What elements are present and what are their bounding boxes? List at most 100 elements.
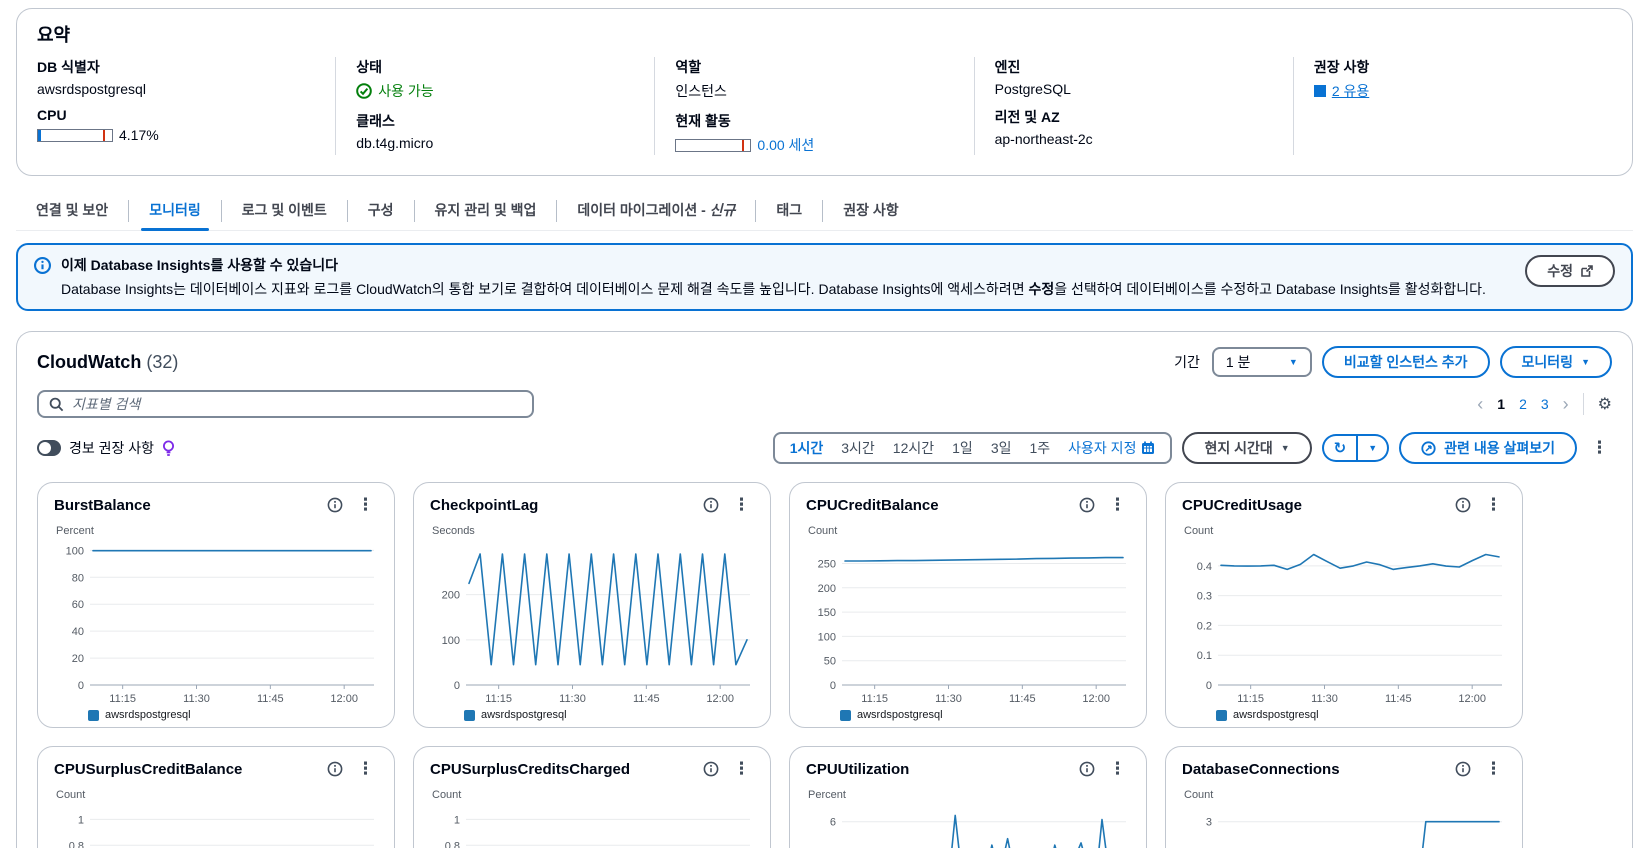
info-icon[interactable] <box>327 761 343 777</box>
pagination-page[interactable]: 1 <box>1497 396 1506 412</box>
tab-권장-사항[interactable]: 권장 사항 <box>823 192 918 230</box>
time-range-3일[interactable]: 3일 <box>990 440 1012 456</box>
field-label: DB 식별자 <box>37 59 100 75</box>
tab-label: 권장 사항 <box>843 202 899 218</box>
info-icon[interactable] <box>703 761 719 777</box>
info-icon[interactable] <box>703 497 719 513</box>
metric-chart-card: CPUCreditUsage ⋮ Count 0.4 0.3 0.2 0.1 0 11:1… <box>1165 482 1523 728</box>
chart-unit-label: Count <box>1184 789 1214 801</box>
cloudwatch-title-text: CloudWatch <box>37 351 142 372</box>
kebab-menu-icon[interactable]: ⋮ <box>357 759 374 778</box>
chart-plot[interactable]: 200 100 0 11:15 11:30 11:45 12:00 <box>430 539 754 707</box>
refresh-options-button[interactable]: ▼ <box>1357 434 1390 462</box>
time-range-1시간[interactable]: 1시간 <box>789 440 824 456</box>
svg-text:50: 50 <box>824 656 836 668</box>
alarm-recommendation-toggle[interactable] <box>37 440 61 456</box>
tab-separator <box>413 200 415 222</box>
pagination-next-icon[interactable]: › <box>1562 394 1569 414</box>
tab-연결-및-보안[interactable]: 연결 및 보안 <box>16 192 128 230</box>
kebab-menu-icon[interactable]: ⋮ <box>1109 759 1126 778</box>
summary-column: 상태 사용 가능 클래스 db.t4g.micro <box>335 57 654 155</box>
tab-유지-관리-및-백업[interactable]: 유지 관리 및 백업 <box>415 192 557 230</box>
chart-legend[interactable]: awsrdspostgresql <box>464 709 754 721</box>
chevron-down-icon: ▼ <box>1368 443 1378 453</box>
pagination-page[interactable]: 3 <box>1540 396 1549 412</box>
chart-legend[interactable]: awsrdspostgresql <box>840 709 1130 721</box>
cloudwatch-count: (32) <box>146 351 179 372</box>
metric-search-box[interactable] <box>37 390 534 418</box>
field-value: ap-northeast-2c <box>994 131 1093 147</box>
svg-text:0.3: 0.3 <box>1197 591 1212 603</box>
timezone-dropdown-button[interactable]: 현지 시간대 ▼ <box>1182 432 1312 464</box>
gear-icon[interactable]: ⚙ <box>1597 396 1612 413</box>
kebab-menu-icon[interactable]: ⋮ <box>1109 495 1126 514</box>
legend-swatch <box>88 709 99 721</box>
chart-actions: ⋮ <box>703 495 754 515</box>
tab-label: 로그 및 이벤트 <box>241 202 327 218</box>
time-range-1일[interactable]: 1일 <box>952 440 973 456</box>
pagination-page[interactable]: 2 <box>1519 396 1527 412</box>
info-icon[interactable] <box>1079 761 1095 777</box>
kebab-menu-icon[interactable]: ⋮ <box>1485 495 1502 514</box>
tab-태그[interactable]: 태그 <box>756 192 822 230</box>
svg-text:100: 100 <box>818 631 836 643</box>
tab-데이터-마이그레이션--[interactable]: 데이터 마이그레이션 - 신규 <box>557 192 755 230</box>
legend-swatch <box>840 709 851 721</box>
time-range-custom[interactable]: 사용자 지정 <box>1059 436 1164 460</box>
info-icon[interactable] <box>1455 761 1471 777</box>
monitoring-dropdown-button[interactable]: 모니터링 ▼ <box>1499 346 1612 378</box>
chart-plot[interactable]: 0.4 0.3 0.2 0.1 0 11:15 11:30 11:45 12:00 <box>1182 539 1506 707</box>
modify-button[interactable]: 수정 <box>1525 255 1615 287</box>
more-actions-icon[interactable]: ⋮ <box>1591 438 1608 457</box>
kebab-menu-icon[interactable]: ⋮ <box>733 759 750 778</box>
explore-related-button[interactable]: 관련 내용 살펴보기 <box>1399 432 1577 464</box>
field-label: CPU <box>37 107 67 123</box>
chart-title: CheckpointLag <box>430 496 539 514</box>
chart-legend[interactable]: awsrdspostgresql <box>1216 709 1506 721</box>
info-icon[interactable] <box>1455 497 1471 513</box>
chart-unit-label: Count <box>432 789 462 801</box>
add-compare-instance-button[interactable]: 비교할 인스턴스 추가 <box>1321 346 1490 378</box>
chart-plot[interactable]: 100 80 60 40 20 0 11:15 11:30 11:45 12:00 <box>54 539 378 707</box>
svg-text:60: 60 <box>72 599 84 611</box>
info-icon[interactable] <box>327 497 343 513</box>
time-range-12시간[interactable]: 12시간 <box>892 440 935 456</box>
time-range-3시간[interactable]: 3시간 <box>841 440 875 456</box>
chart-title: CPUCreditUsage <box>1182 496 1303 514</box>
period-select[interactable]: 1 분 ▼ <box>1211 347 1312 377</box>
kebab-menu-icon[interactable]: ⋮ <box>733 495 750 514</box>
time-range-1주[interactable]: 1주 <box>1029 440 1051 456</box>
info-icon[interactable] <box>1079 497 1095 513</box>
calendar-icon <box>1142 441 1155 454</box>
monitoring-dropdown-label: 모니터링 <box>1521 354 1574 370</box>
summary-column: 권장 사항 2 유용 <box>1292 57 1612 155</box>
tab-모니터링[interactable]: 모니터링 <box>129 192 221 231</box>
refresh-button[interactable]: ↻ <box>1321 434 1358 462</box>
tab-로그-및-이벤트[interactable]: 로그 및 이벤트 <box>222 192 347 230</box>
svg-text:150: 150 <box>818 607 836 619</box>
kebab-menu-icon[interactable]: ⋮ <box>1485 759 1502 778</box>
gauge-bar <box>675 138 752 152</box>
chart-legend[interactable]: awsrdspostgresql <box>88 709 378 721</box>
chart-plot[interactable]: 250 200 150 100 50 0 11:15 11:30 11:45 12:00 <box>806 539 1130 707</box>
svg-text:11:30: 11:30 <box>935 693 962 705</box>
tab-구성[interactable]: 구성 <box>348 192 414 230</box>
chart-actions: ⋮ <box>703 759 754 779</box>
gauge-value[interactable]: 0.00 세션 <box>757 137 815 153</box>
field-label: 역할 <box>675 59 702 75</box>
svg-text:80: 80 <box>72 572 84 584</box>
summary-column: 엔진 PostgreSQL 리전 및 AZ ap-northeast-2c <box>973 57 1293 155</box>
kebab-menu-icon[interactable]: ⋮ <box>357 495 374 514</box>
tab-separator <box>556 200 558 222</box>
pagination-prev-icon[interactable]: ‹ <box>1477 394 1484 414</box>
chart-unit-label: Percent <box>808 789 846 801</box>
summary-field: 클래스 db.t4g.micro <box>356 111 646 151</box>
summary-field: DB 식별자 awsrdspostgresql <box>37 57 327 97</box>
metric-chart-card: BurstBalance ⋮ Percent 100 80 60 40 20 0 11:15… <box>37 482 395 728</box>
recommendation-link[interactable]: 2 유용 <box>1331 83 1370 99</box>
metric-search-input[interactable] <box>72 396 522 412</box>
